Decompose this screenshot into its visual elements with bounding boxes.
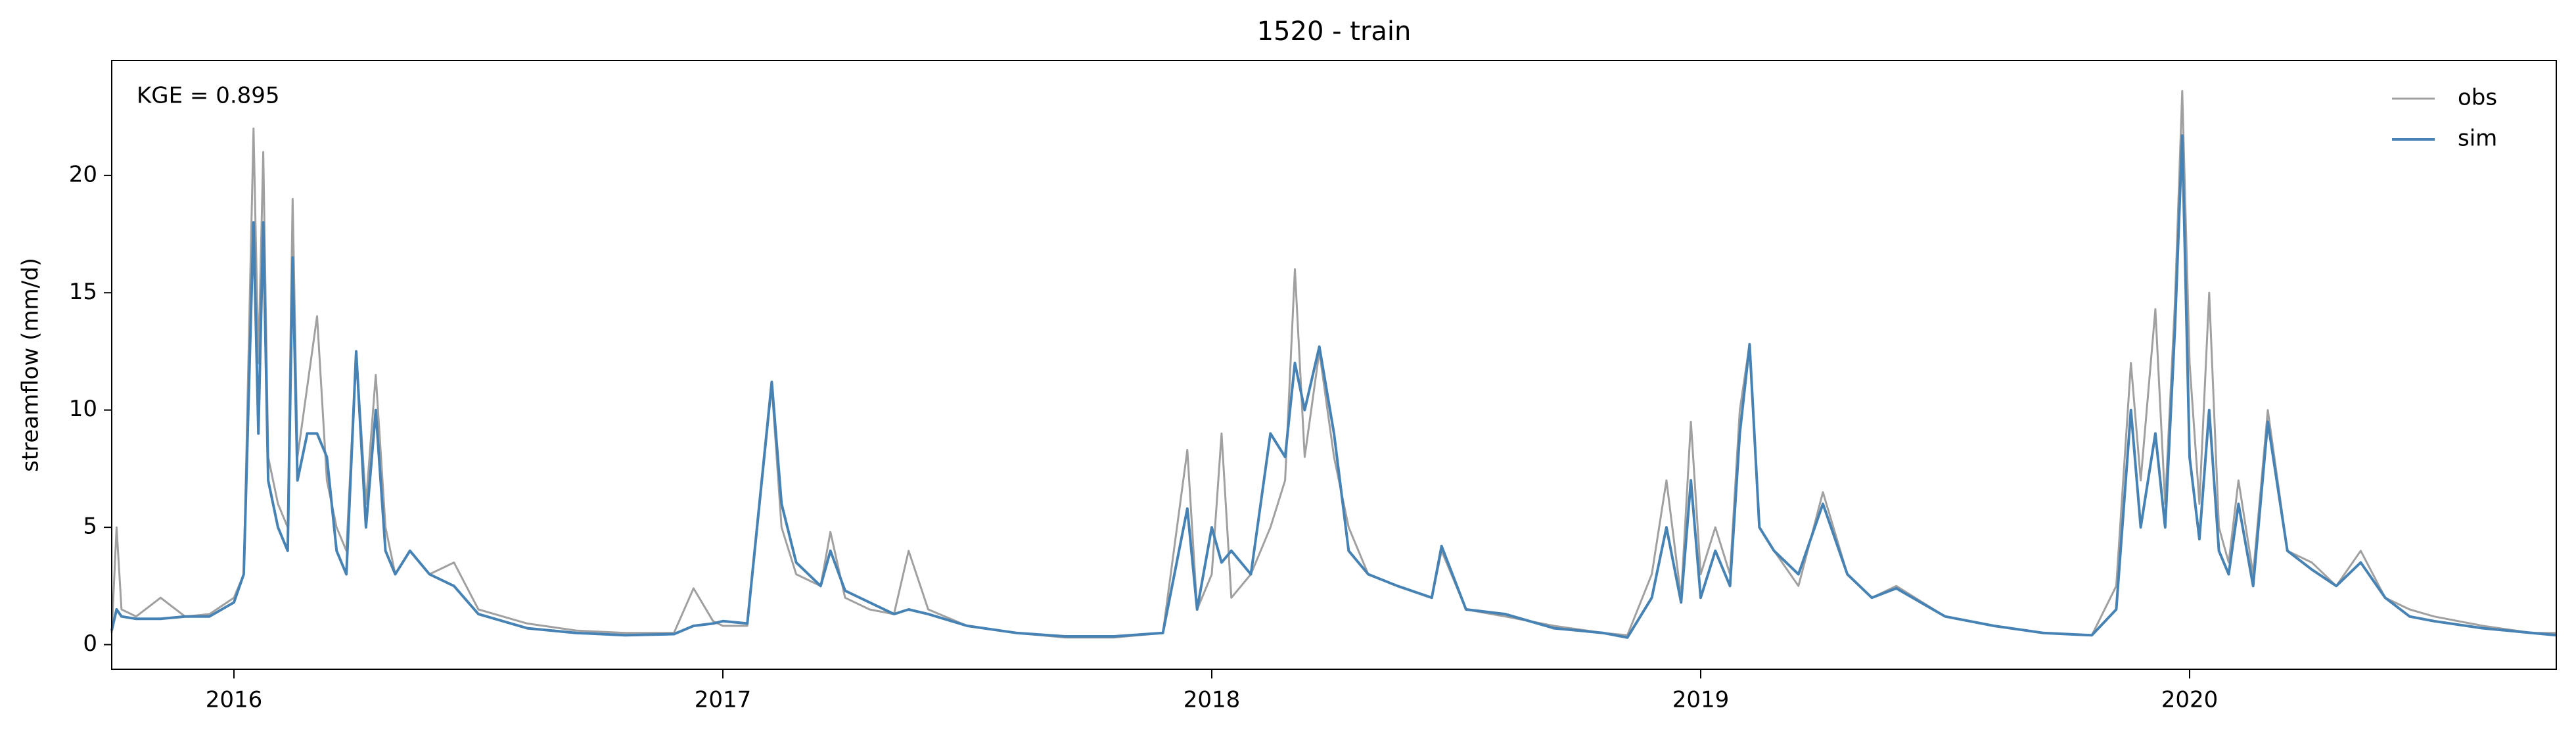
annotation: KGE = 0.895 [137, 83, 280, 109]
x-tick-label: 2016 [206, 687, 263, 713]
legend-label: obs [2458, 85, 2497, 111]
y-tick-label: 10 [69, 396, 97, 422]
legend-label: sim [2458, 126, 2497, 152]
y-axis-label: streamflow (mm/d) [18, 258, 44, 472]
y-tick-label: 15 [69, 279, 97, 305]
x-tick-label: 2017 [695, 687, 752, 713]
y-tick-label: 20 [69, 161, 97, 187]
x-tick-label: 2020 [2161, 687, 2219, 713]
plot-frame [111, 60, 2557, 670]
y-tick-label: 0 [83, 630, 97, 657]
x-tick-label: 2018 [1184, 687, 1241, 713]
chart-title: 1520 - train [1257, 16, 1412, 47]
series-line [110, 134, 2557, 639]
x-tick-label: 2019 [1672, 687, 1730, 713]
y-tick-label: 5 [83, 513, 97, 540]
